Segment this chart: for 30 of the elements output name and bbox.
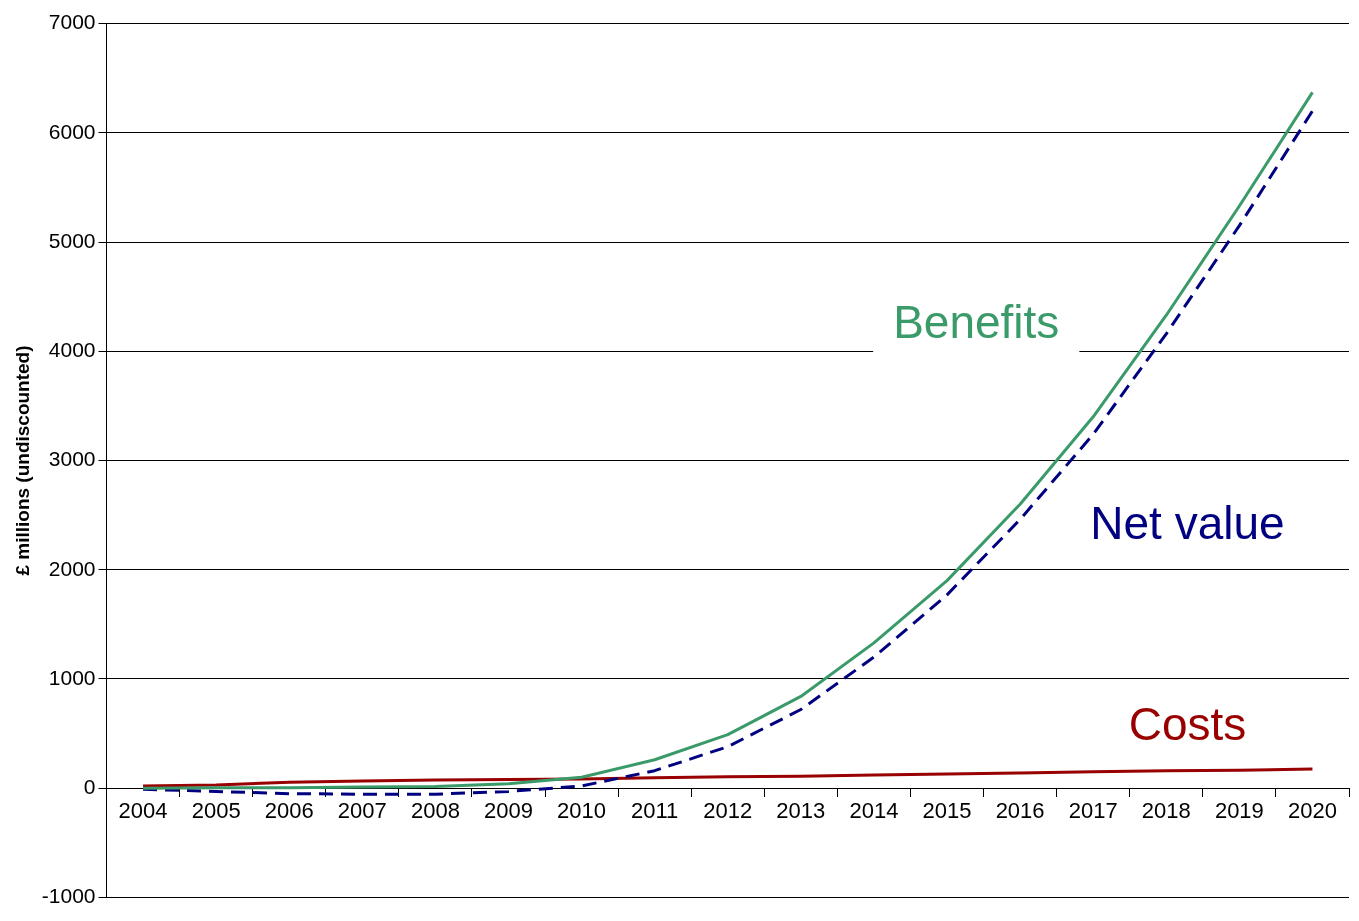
y-tick-label: 5000: [48, 228, 96, 252]
x-tick-label: 2019: [1214, 798, 1264, 824]
x-tick-label: 2006: [264, 798, 314, 824]
x-tick-label: 2015: [922, 798, 972, 824]
y-tick-label: 6000: [48, 119, 96, 143]
y-tick-label: 4000: [48, 338, 96, 362]
x-tick-label: 2014: [849, 798, 899, 824]
series-label: Costs: [1128, 697, 1247, 750]
x-tick-label: 2012: [703, 798, 753, 824]
y-axis-title: £ millions (undiscounted): [11, 345, 33, 576]
x-tick-label: 2005: [191, 798, 241, 824]
x-tick-label: 2008: [410, 798, 460, 824]
x-tick-label: 2020: [1287, 798, 1337, 824]
y-tick-label: 0: [83, 774, 96, 798]
y-tick-label: 3000: [48, 447, 96, 471]
y-tick-label: 1000: [48, 665, 96, 689]
y-tick-label: 7000: [48, 10, 96, 34]
x-tick-label: 2009: [484, 798, 533, 824]
y-tick-label: -1000: [41, 884, 96, 908]
x-tick-label: 2010: [557, 798, 607, 824]
x-tick-label: 2007: [337, 798, 387, 824]
series-label: Benefits: [893, 295, 1060, 348]
x-tick-label: 2017: [1068, 798, 1118, 824]
x-tick-label: 2018: [1141, 798, 1191, 824]
series-label: Net value: [1090, 496, 1285, 549]
x-tick-label: 2004: [118, 798, 168, 824]
x-tick-label: 2011: [631, 798, 679, 824]
x-tick-label: 2016: [995, 798, 1045, 824]
x-tick-label: 2013: [776, 798, 826, 824]
y-tick-label: 2000: [48, 556, 96, 580]
